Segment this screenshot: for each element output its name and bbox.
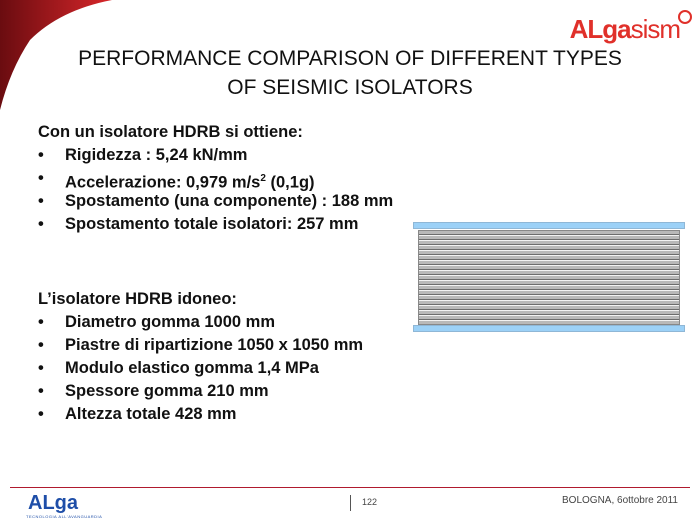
list-item: • Altezza totale 428 mm xyxy=(38,405,237,423)
list-item: • Spessore gomma 210 mm xyxy=(38,382,269,400)
list-item: • Modulo elastico gomma 1,4 MPa xyxy=(38,359,319,377)
title-line-2: OF SEISMIC ISOLATORS xyxy=(227,76,473,99)
list-item: • Spostamento totale isolatori: 257 mm xyxy=(38,215,359,233)
list-item: • Accelerazione: 0,979 m/s2 (0,1g) xyxy=(38,169,315,192)
rubber-layers xyxy=(418,230,680,325)
section-results: Con un isolatore HDRB si ottiene: • Rigid… xyxy=(38,121,394,236)
page-separator xyxy=(350,495,351,511)
list-item: • Rigidezza : 5,24 kN/mm xyxy=(38,146,248,164)
bottom-plate xyxy=(413,325,685,332)
footer-date: BOLOGNA, 6ottobre 2011 xyxy=(562,495,678,506)
list-item: • Spostamento (una componente) : 188 mm xyxy=(38,192,394,210)
footer-divider xyxy=(10,487,690,488)
top-plate xyxy=(413,222,685,229)
list-item: • Piastre di ripartizione 1050 x 1050 mm xyxy=(38,336,364,354)
alga-logo: ALga xyxy=(28,492,78,514)
title-line-1: PERFORMANCE COMPARISON OF DIFFERENT TYPE… xyxy=(78,47,622,70)
section-heading: L’isolatore HDRB idoneo: xyxy=(38,290,237,308)
slide-title: PERFORMANCE COMPARISON OF DIFFERENT TYPE… xyxy=(0,44,700,102)
page-number: 122 xyxy=(362,497,378,507)
hdrb-isolator-diagram xyxy=(413,222,685,333)
section-isolator-specs: L’isolatore HDRB idoneo: • Diametro gomma… xyxy=(38,288,364,426)
algasism-logo: ALgasism xyxy=(570,10,692,45)
list-item: • Diametro gomma 1000 mm xyxy=(38,313,275,331)
section-heading: Con un isolatore HDRB si ottiene: xyxy=(38,123,303,141)
alga-logo-tagline: TECNOLOGIA ALL'AVANGUARDIA xyxy=(26,514,103,519)
